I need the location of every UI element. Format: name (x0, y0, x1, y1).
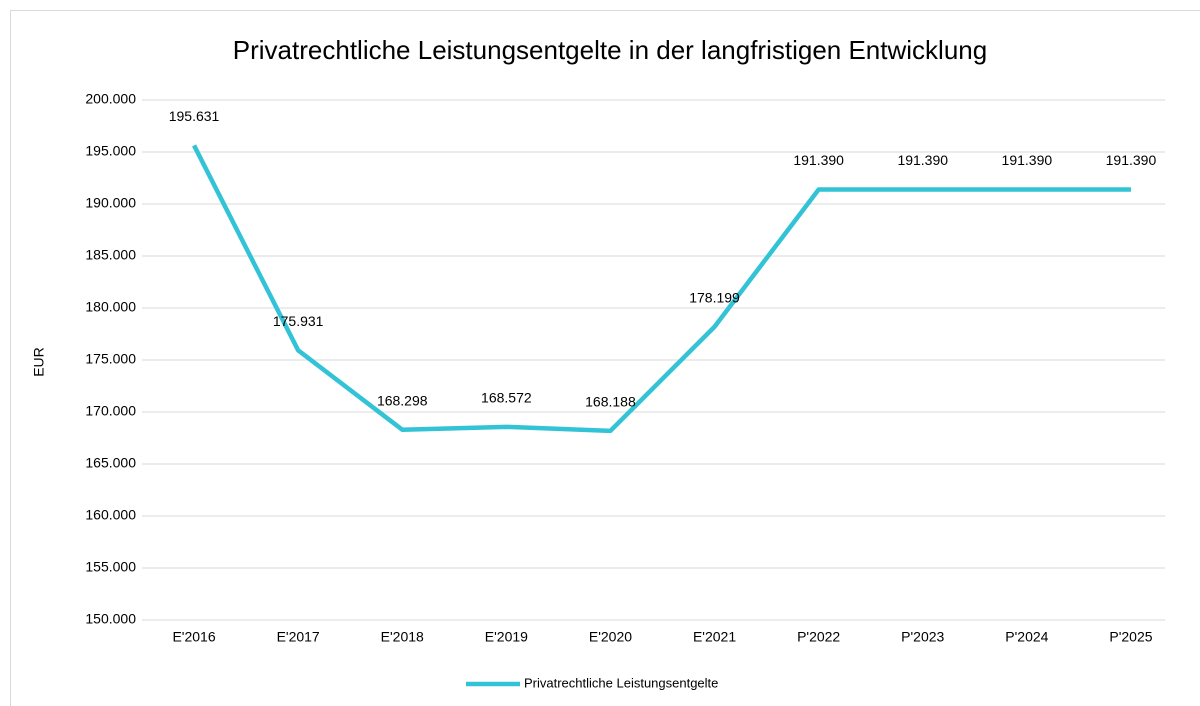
data-label: 191.390 (793, 152, 844, 168)
y-tick-label: 170.000 (85, 403, 136, 419)
y-tick-label: 165.000 (85, 455, 136, 471)
data-line (192, 144, 1131, 434)
y-tick-label: 200.000 (85, 91, 136, 107)
y-tick-label: 185.000 (85, 247, 136, 263)
x-tick-label: E'2018 (381, 629, 424, 645)
x-tick-label: E'2021 (693, 629, 736, 645)
y-tick-label: 195.000 (85, 143, 136, 159)
y-tick-label: 180.000 (85, 299, 136, 315)
x-tick-label: P'2023 (901, 629, 944, 645)
data-label: 191.390 (1002, 152, 1053, 168)
data-label: 175.931 (273, 313, 324, 329)
x-tick-label: P'2022 (797, 629, 840, 645)
y-tick-label: 190.000 (85, 195, 136, 211)
data-label: 191.390 (897, 152, 948, 168)
data-label: 195.631 (169, 108, 220, 124)
legend-label: Privatrechtliche Leistungsentgelte (524, 675, 718, 690)
data-label: 168.188 (585, 394, 636, 410)
chart-title: Privatrechtliche Leistungsentgelte in de… (233, 35, 987, 65)
data-label: 168.572 (481, 390, 532, 406)
y-axis-label: EUR (31, 347, 47, 377)
x-tick-label: P'2025 (1109, 629, 1152, 645)
y-tick-label: 150.000 (85, 611, 136, 627)
x-tick-label: E'2020 (589, 629, 632, 645)
y-tick-label: 175.000 (85, 351, 136, 367)
data-label: 191.390 (1106, 152, 1157, 168)
x-tick-label: E'2016 (172, 629, 215, 645)
x-tick-label: E'2017 (277, 629, 320, 645)
x-tick-label: E'2019 (485, 629, 528, 645)
y-tick-label: 160.000 (85, 507, 136, 523)
data-label: 168.298 (377, 392, 428, 408)
y-tick-label: 155.000 (85, 559, 136, 575)
chart-border (10, 10, 1200, 706)
data-label: 178.199 (689, 289, 740, 305)
x-tick-label: P'2024 (1005, 629, 1048, 645)
